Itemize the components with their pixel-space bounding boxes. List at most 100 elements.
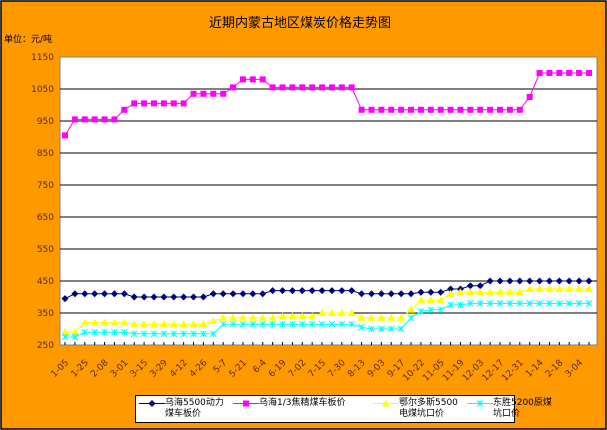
data-point [169,320,178,328]
legend-item: 东胜5200原煤坑口价 [467,398,557,420]
data-point [515,288,524,296]
data-point [71,116,78,123]
data-point [209,317,218,324]
y-tick-label: 1050 [31,85,54,95]
data-point [268,313,277,321]
data-point [70,328,79,336]
data-point [436,296,445,304]
y-tick-label: 250 [37,341,54,351]
data-point [407,305,416,313]
data-point [536,70,543,76]
data-point [437,306,445,314]
data-point [377,313,386,321]
data-point [476,300,484,307]
legend-diamond-icon [139,400,165,407]
data-point [209,290,217,298]
plot-area [59,56,598,346]
legend-item: 乌海5500动力煤车板价 [139,398,229,420]
legend-item: 鄂尔多斯5500电煤坑口价 [373,398,463,420]
data-point [427,288,435,296]
data-point [150,293,158,301]
data-point [367,290,375,298]
data-point [536,300,543,307]
data-point [278,312,287,320]
data-point [140,320,149,328]
data-point [506,106,513,113]
data-point [111,116,118,123]
data-point [148,400,156,407]
data-point [120,318,129,326]
data-point [447,301,454,309]
data-point [388,106,395,113]
data-point [259,290,267,298]
data-point [487,106,494,113]
data-point [239,320,247,328]
data-point [319,84,326,91]
data-point [586,70,592,76]
data-point [477,106,484,113]
data-point [131,100,138,107]
data-point [506,300,514,307]
y-tick-label: 950 [37,117,54,127]
data-point [575,300,583,307]
data-point [279,84,286,91]
data-point [545,285,554,292]
data-point [476,282,484,290]
data-point [298,312,307,320]
data-point [318,309,327,316]
data-point [159,320,168,328]
data-point [101,116,108,123]
data-point [141,100,148,107]
data-point [476,400,484,407]
data-point [348,84,355,91]
data-point [61,333,69,341]
legend-label: 东胜5200原煤坑口价 [493,398,552,419]
data-point [258,313,267,321]
data-point [248,313,257,321]
data-point [338,84,345,91]
data-point [269,84,276,91]
data-point [565,277,573,285]
data-point [426,296,435,304]
data-point [337,309,346,316]
data-point [378,106,385,113]
data-point [210,90,217,97]
data-point [387,325,395,333]
data-point [289,84,296,91]
data-point [516,300,524,307]
data-point [476,288,485,296]
series-triangle [61,285,593,336]
data-point [179,320,188,328]
y-tick-label: 850 [37,149,54,159]
data-point [466,282,474,290]
data-point [348,320,356,328]
data-point [496,288,505,296]
data-point [90,318,99,326]
data-point [496,300,504,307]
data-point [467,106,474,113]
data-point [140,293,148,301]
data-point [308,312,317,320]
data-point [457,106,464,113]
data-point [447,285,455,293]
data-point [427,106,434,113]
unit-label: 单位：元/吨 [4,33,52,45]
data-point [397,325,405,333]
data-point [555,285,564,292]
data-point [100,318,109,326]
data-point [209,330,217,338]
data-point [387,313,396,321]
data-point [368,106,375,113]
data-point [243,400,249,407]
y-tick-label: 750 [37,181,54,191]
data-point [585,300,593,307]
data-point [91,328,99,336]
series-line [65,302,589,338]
data-point [121,106,128,113]
y-tick-label: 350 [37,309,54,319]
data-point [397,313,406,321]
data-point [219,290,227,298]
data-point [160,293,168,301]
legend-star-icon [467,400,493,407]
